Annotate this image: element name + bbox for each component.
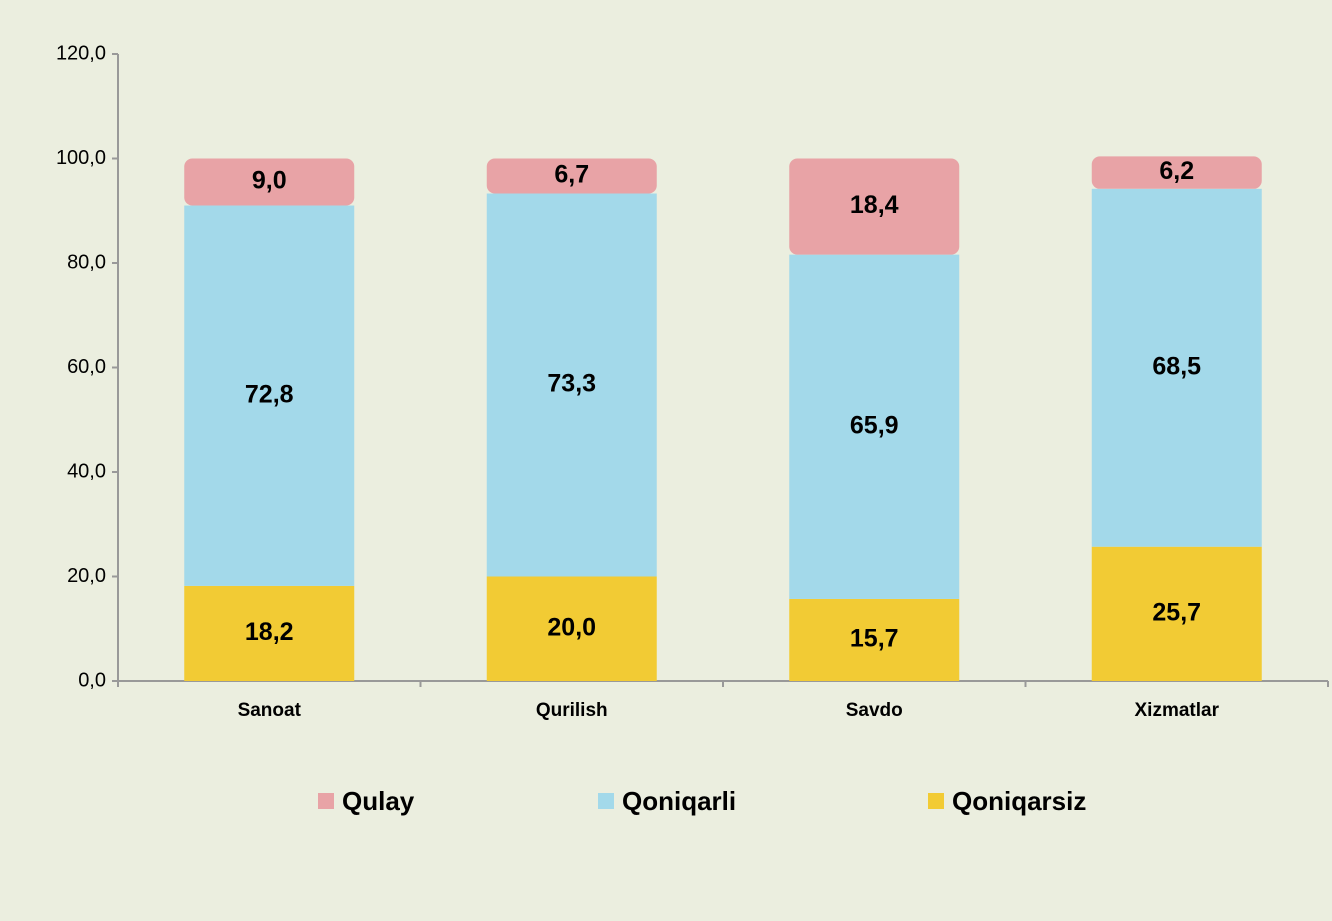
- bar-segment: [486, 576, 657, 681]
- data-label: 72,8: [245, 380, 294, 408]
- data-label: 15,7: [850, 625, 899, 653]
- data-label: 18,2: [245, 618, 294, 646]
- x-tick-label: Savdo: [846, 700, 903, 721]
- bar-segment: [486, 158, 657, 194]
- y-tick-label: 20,0: [67, 565, 106, 587]
- bar-segment: [486, 193, 657, 577]
- legend-label: Qoniqarli: [622, 786, 736, 816]
- legend-label: Qoniqarsiz: [952, 786, 1086, 816]
- data-label: 25,7: [1152, 598, 1201, 626]
- y-tick-label: 40,0: [67, 460, 106, 482]
- bar-segment: [789, 254, 960, 599]
- bar-segment: [1091, 156, 1262, 189]
- bar-segment: [184, 158, 355, 206]
- y-tick-label: 80,0: [67, 251, 106, 273]
- bar-segment: [184, 585, 355, 681]
- bar-segment: [789, 158, 960, 255]
- y-tick-label: 60,0: [67, 356, 106, 378]
- legend-swatch: [318, 793, 334, 809]
- bar-segment: [789, 598, 960, 681]
- y-tick-label: 120,0: [56, 42, 106, 64]
- data-label: 6,7: [554, 161, 589, 189]
- data-label: 18,4: [850, 191, 899, 219]
- data-label: 9,0: [252, 167, 287, 195]
- legend-swatch: [598, 793, 614, 809]
- legend-swatch: [928, 793, 944, 809]
- data-label: 20,0: [547, 613, 596, 641]
- bar-segment: [184, 205, 355, 586]
- bar-segment: [1091, 188, 1262, 547]
- data-label: 68,5: [1152, 352, 1201, 380]
- x-tick-label: Sanoat: [238, 700, 302, 721]
- data-label: 6,2: [1159, 157, 1194, 185]
- bar-segment: [1091, 546, 1262, 681]
- legend-label: Qulay: [342, 786, 415, 816]
- x-tick-label: Xizmatlar: [1135, 700, 1220, 721]
- y-tick-label: 0,0: [78, 669, 106, 691]
- data-label: 65,9: [850, 411, 899, 439]
- y-tick-label: 100,0: [56, 147, 106, 169]
- x-tick-label: Qurilish: [536, 700, 608, 721]
- data-label: 73,3: [547, 370, 596, 398]
